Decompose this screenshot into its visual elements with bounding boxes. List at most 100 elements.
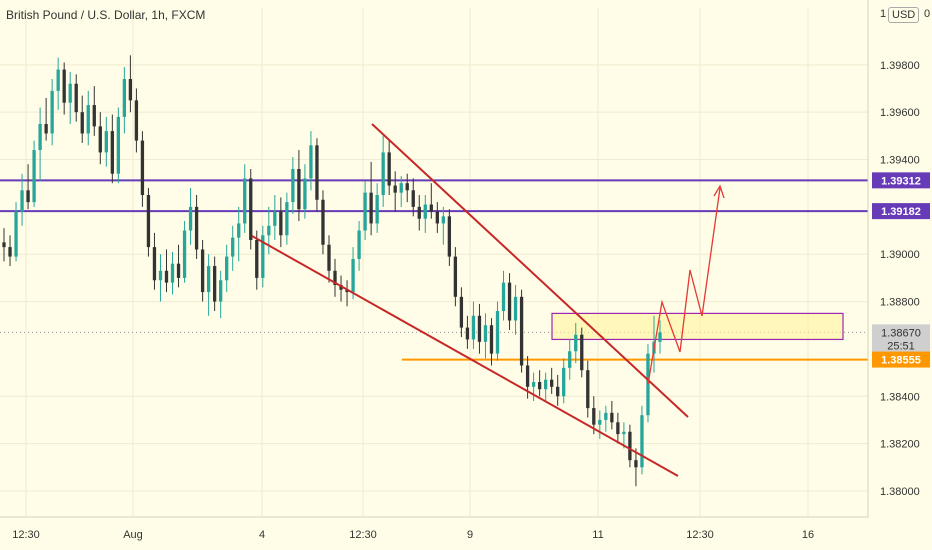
candle-body: [285, 202, 289, 236]
candle-body: [8, 247, 12, 257]
candle-body: [176, 263, 181, 278]
candle-body: [225, 256, 229, 281]
price-axis-background: [868, 0, 932, 550]
price-label-badge: [872, 203, 930, 220]
candle-body: [2, 242, 6, 248]
price-axis-ticks: 1.39800 1.39600 1.39400 1.39000 1.38800 1.384…: [880, 8, 930, 498]
candle-body: [140, 140, 145, 196]
candle-body: [556, 386, 560, 397]
time-tick-label: 12:30: [686, 529, 714, 541]
candle-body: [393, 185, 397, 193]
time-tick-label: 16: [802, 529, 814, 541]
candle-body: [128, 79, 133, 101]
candle-body: [447, 216, 452, 257]
trend-lines[interactable]: [251, 123, 689, 477]
candle-body: [243, 178, 247, 224]
candle-body: [513, 296, 518, 321]
candle-body: [86, 105, 90, 134]
candle-body: [351, 258, 355, 293]
candle-body: [345, 289, 349, 293]
candle-body: [92, 105, 96, 127]
time-tick-label: 4: [259, 529, 265, 541]
candle-body: [363, 192, 367, 231]
candle-body: [646, 353, 650, 416]
time-tick-label: 11: [592, 529, 603, 541]
candle-body: [219, 280, 223, 302]
candle-body: [182, 230, 187, 278]
price-tick-label: 1.38400: [880, 391, 920, 403]
candle-body: [80, 112, 84, 134]
candle-body: [489, 325, 494, 354]
currency-button[interactable]: USD: [888, 7, 920, 23]
candle-body: [580, 334, 584, 371]
candle-body: [206, 266, 211, 293]
candle-body: [200, 249, 205, 293]
candle-body: [501, 282, 506, 312]
candle-body: [116, 116, 121, 174]
candle-body: [616, 422, 620, 435]
candle-body: [74, 83, 78, 113]
price-label-text: 1.39182: [881, 206, 921, 218]
candle-body: [122, 79, 127, 117]
candle-body: [38, 124, 42, 151]
candlesticks: [2, 55, 662, 487]
candle-body: [562, 367, 566, 397]
candle-body: [483, 325, 488, 342]
candle-body: [212, 266, 217, 302]
candle-body: [417, 206, 421, 219]
projection-line: [647, 187, 721, 385]
candle-body: [441, 216, 445, 224]
price-tick-label: 1.38000: [880, 486, 920, 498]
candle-body: [267, 225, 271, 236]
candle-body: [568, 351, 572, 368]
price-tick-label: 1.39000: [880, 249, 920, 261]
candle-body: [261, 235, 265, 278]
time-tick-label: 9: [467, 529, 473, 541]
candle-body: [381, 152, 385, 196]
candle-body: [411, 190, 415, 207]
candle-body: [592, 408, 596, 425]
candle-body: [170, 263, 175, 283]
candle-body: [231, 237, 235, 257]
candle-body: [50, 90, 54, 134]
time-tick-label: 12:30: [349, 529, 377, 541]
resistance-zone[interactable]: [551, 312, 844, 341]
candle-body: [453, 256, 458, 297]
candle-body: [188, 206, 193, 231]
candle-body: [429, 204, 433, 212]
candle-body: [531, 382, 536, 387]
candle-body: [158, 270, 163, 281]
candle-body: [495, 311, 500, 354]
price-axis[interactable]: [867, 0, 932, 550]
projection-path[interactable]: [647, 184, 725, 385]
candle-body: [519, 296, 524, 366]
candle-body: [56, 69, 60, 91]
candle-body: [44, 124, 48, 134]
candle-body: [279, 211, 283, 236]
candle-body: [459, 296, 464, 328]
candle-body: [375, 195, 379, 224]
candle-body: [357, 230, 361, 259]
candle-body: [634, 460, 638, 468]
candle-body: [68, 83, 72, 103]
candle-body: [164, 270, 169, 283]
candle-body: [586, 370, 590, 409]
price-tick-label: 1.39800: [880, 60, 920, 72]
candle-body: [537, 382, 542, 390]
projection-arrowhead: [713, 184, 725, 199]
price-label-text: 25:51: [887, 340, 915, 352]
time-axis-ticks: 12:30 Aug 4 12:30 9 11 12:30 16: [0, 516, 868, 541]
candle-body: [333, 270, 337, 285]
price-label-badge: [872, 337, 930, 354]
resistance-zone-box: [551, 312, 844, 341]
candle-body: [297, 168, 301, 210]
candle-body: [309, 145, 313, 179]
price-label-text: 1.39312: [881, 175, 921, 187]
candle-body: [249, 178, 253, 241]
price-tick-label: 1.39600: [880, 107, 920, 119]
upper-trendline: [371, 123, 689, 418]
candle-body: [62, 69, 66, 103]
candle-body: [14, 211, 18, 257]
